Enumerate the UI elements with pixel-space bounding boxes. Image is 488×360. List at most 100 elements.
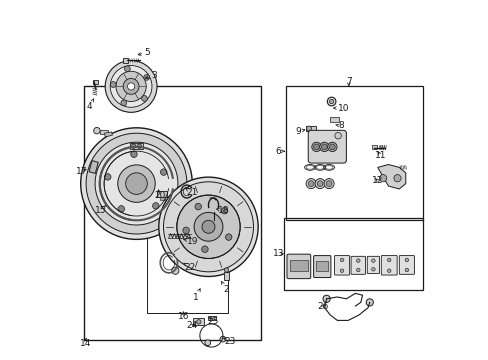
Circle shape: [329, 144, 335, 150]
Text: 20: 20: [154, 190, 165, 199]
Circle shape: [224, 268, 228, 272]
Circle shape: [95, 142, 178, 225]
Circle shape: [163, 182, 253, 272]
Circle shape: [327, 142, 336, 152]
Circle shape: [196, 320, 201, 324]
Circle shape: [152, 203, 159, 209]
Circle shape: [356, 259, 359, 262]
Circle shape: [125, 173, 147, 194]
Circle shape: [130, 151, 137, 157]
Circle shape: [118, 206, 124, 212]
Circle shape: [356, 268, 359, 272]
Circle shape: [110, 66, 152, 107]
Polygon shape: [377, 165, 405, 189]
Circle shape: [340, 269, 343, 273]
Circle shape: [305, 179, 316, 189]
Circle shape: [124, 66, 130, 72]
Bar: [101, 130, 108, 134]
Circle shape: [307, 181, 313, 186]
Circle shape: [123, 78, 139, 94]
FancyBboxPatch shape: [334, 256, 349, 275]
Bar: [157, 191, 167, 197]
Text: 24: 24: [186, 321, 198, 330]
Circle shape: [137, 144, 141, 148]
Circle shape: [121, 100, 126, 106]
Circle shape: [366, 299, 373, 306]
Bar: [147, 223, 228, 313]
Bar: [123, 58, 128, 63]
Text: 6: 6: [275, 147, 284, 156]
Circle shape: [326, 97, 335, 106]
Circle shape: [319, 142, 328, 152]
FancyBboxPatch shape: [399, 256, 413, 274]
Text: 4: 4: [87, 99, 94, 111]
Text: 11: 11: [374, 151, 386, 160]
Circle shape: [143, 75, 149, 80]
Text: 21: 21: [185, 188, 198, 197]
FancyBboxPatch shape: [307, 130, 346, 163]
Text: 25: 25: [207, 317, 218, 325]
Circle shape: [334, 132, 341, 139]
Text: 17: 17: [76, 166, 87, 175]
Bar: [193, 318, 204, 325]
Circle shape: [325, 181, 331, 186]
Text: 16: 16: [177, 312, 189, 321]
Circle shape: [194, 212, 223, 241]
Circle shape: [204, 340, 210, 346]
Circle shape: [177, 195, 240, 258]
Bar: [329, 117, 338, 122]
Circle shape: [110, 82, 116, 87]
Circle shape: [160, 169, 166, 175]
Text: 5: 5: [138, 48, 150, 57]
FancyBboxPatch shape: [366, 256, 379, 274]
Circle shape: [81, 128, 192, 239]
Circle shape: [171, 267, 179, 274]
Text: 10: 10: [333, 104, 348, 112]
Circle shape: [131, 144, 136, 148]
Text: 15: 15: [95, 206, 106, 215]
Bar: [284, 218, 422, 290]
Text: 22: 22: [183, 263, 195, 271]
Bar: [92, 80, 98, 84]
Circle shape: [127, 83, 134, 90]
FancyBboxPatch shape: [313, 256, 330, 278]
Bar: [104, 132, 112, 137]
Text: 19: 19: [183, 237, 198, 246]
Circle shape: [386, 269, 390, 273]
Text: 12: 12: [371, 176, 383, 185]
Circle shape: [314, 179, 325, 189]
Circle shape: [178, 242, 183, 247]
Circle shape: [386, 258, 390, 262]
Circle shape: [322, 295, 329, 302]
Circle shape: [321, 144, 326, 150]
Circle shape: [118, 165, 155, 202]
Circle shape: [195, 203, 201, 210]
Text: 2: 2: [221, 282, 229, 294]
Circle shape: [317, 181, 322, 186]
Bar: [371, 145, 376, 149]
Circle shape: [183, 227, 189, 234]
Bar: [316, 261, 328, 271]
Circle shape: [94, 127, 100, 134]
Circle shape: [225, 234, 231, 240]
Circle shape: [404, 268, 408, 272]
Text: 7: 7: [346, 77, 351, 86]
Bar: [176, 239, 184, 243]
Circle shape: [340, 258, 343, 262]
Circle shape: [393, 175, 400, 182]
Circle shape: [379, 175, 386, 182]
Bar: [223, 272, 229, 280]
FancyBboxPatch shape: [350, 256, 365, 274]
Text: 1: 1: [193, 289, 200, 302]
Bar: [84, 86, 260, 340]
Circle shape: [104, 174, 111, 180]
Circle shape: [105, 60, 157, 112]
Bar: [160, 197, 164, 200]
Text: 26: 26: [317, 302, 328, 311]
Bar: [89, 161, 98, 174]
Text: 13: 13: [272, 249, 284, 258]
Bar: [306, 126, 316, 131]
Circle shape: [371, 267, 374, 271]
Circle shape: [116, 71, 146, 102]
Bar: [130, 143, 142, 149]
